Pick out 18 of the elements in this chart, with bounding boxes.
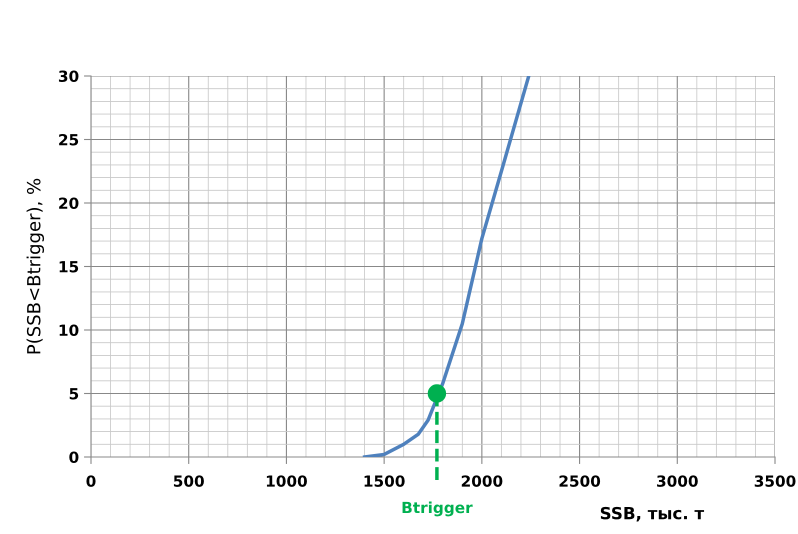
x-tick-label: 500 — [174, 475, 204, 487]
y-axis-title: P(SSB<Btrigger), % — [26, 178, 44, 354]
x-tick-label: 3500 — [754, 475, 796, 487]
y-tick-label: 25 — [59, 134, 78, 146]
y-tick-label: 30 — [58, 70, 78, 82]
x-axis-title: SSB, тыс. т — [600, 506, 704, 522]
x-tick-label: 3000 — [657, 475, 698, 487]
x-tick-label: 1000 — [266, 475, 307, 487]
ref-line-label: Btrigger — [402, 501, 473, 516]
y-tick-label: 20 — [59, 197, 78, 210]
y-tick-label: 15 — [60, 261, 78, 273]
x-tick-label: 2500 — [560, 475, 600, 487]
x-tick-label: 2000 — [462, 475, 502, 487]
y-tick-label: 10 — [60, 324, 78, 336]
x-tick-label: 0 — [86, 475, 96, 487]
x-tick-label: 1500 — [364, 475, 405, 487]
y-tick-label: 0 — [69, 451, 78, 464]
y-tick-label: 5 — [70, 388, 78, 400]
